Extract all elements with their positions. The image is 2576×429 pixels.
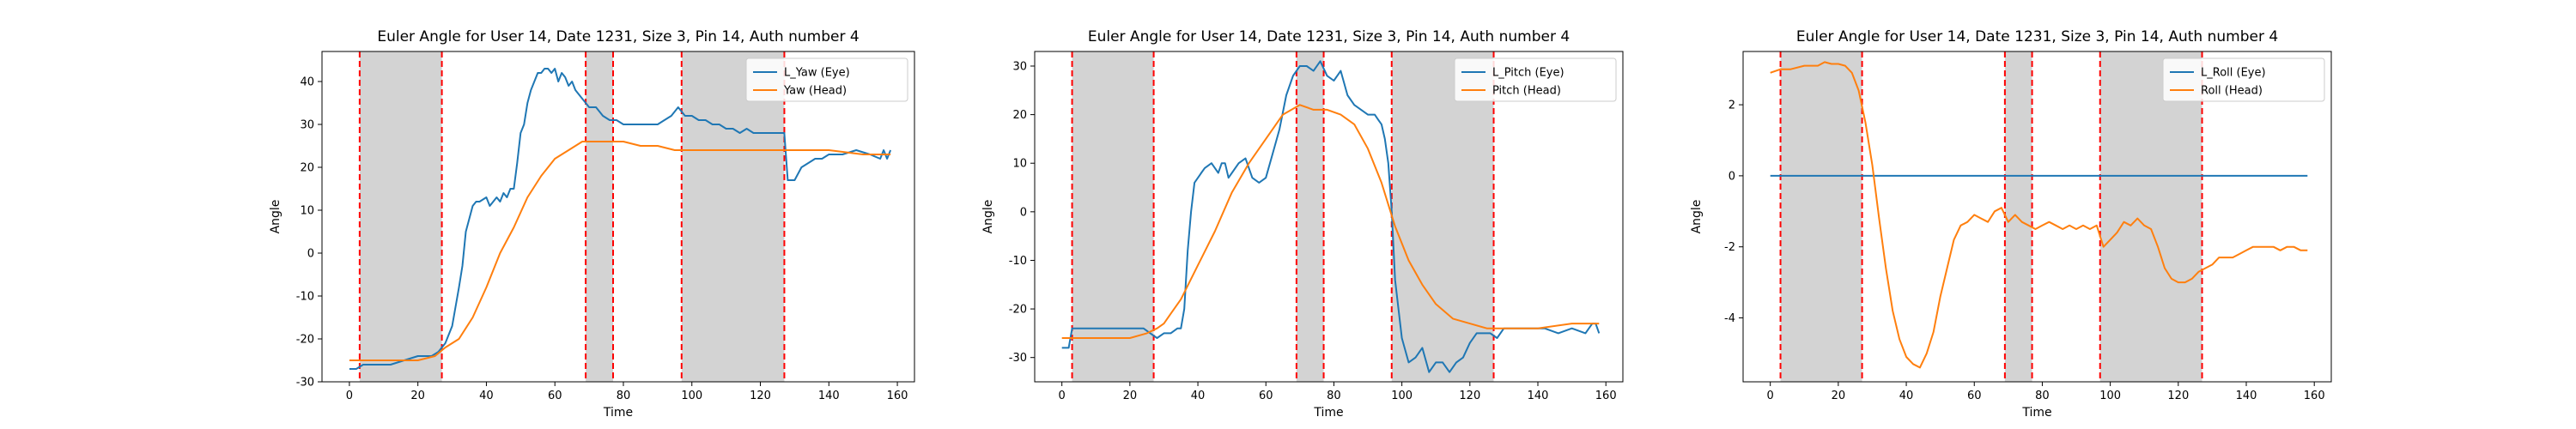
y-tick-label: 30 bbox=[1012, 60, 1027, 73]
y-tick-label: -30 bbox=[296, 377, 314, 390]
y-tick-label: -10 bbox=[296, 291, 314, 304]
series-line-2 bbox=[349, 141, 891, 361]
x-tick-label: 120 bbox=[2167, 390, 2189, 402]
legend-entry: L_Roll (Eye) bbox=[2201, 67, 2266, 80]
x-tick-label: 100 bbox=[2099, 390, 2121, 402]
legend-box bbox=[745, 57, 908, 102]
x-tick-label: 40 bbox=[1899, 390, 1914, 402]
y-tick-label: 20 bbox=[300, 162, 314, 175]
y-axis-label: Angle bbox=[1690, 200, 1704, 234]
x-tick-label: 160 bbox=[1595, 390, 1617, 402]
series-line-1 bbox=[1061, 60, 1601, 373]
x-tick-label: 20 bbox=[410, 390, 425, 402]
y-tick-label: -20 bbox=[1009, 304, 1027, 317]
legend-entry: Roll (Head) bbox=[2201, 85, 2263, 98]
x-tick-label: 100 bbox=[681, 390, 702, 402]
shaded-region bbox=[2004, 51, 2032, 382]
series-line-1 bbox=[349, 68, 892, 370]
x-tick-label: 160 bbox=[887, 390, 908, 402]
y-tick-label: -4 bbox=[1724, 312, 1735, 325]
y-tick-label: 20 bbox=[1012, 109, 1027, 122]
shaded-region bbox=[1072, 51, 1154, 382]
x-tick-label: 120 bbox=[750, 390, 771, 402]
x-axis-label: Time bbox=[603, 406, 633, 420]
x-tick-label: 60 bbox=[548, 390, 562, 402]
legend-entry: Yaw (Head) bbox=[783, 85, 847, 98]
shaded-region bbox=[586, 51, 614, 382]
series-line-2 bbox=[1770, 61, 2308, 369]
y-tick-label: 40 bbox=[300, 76, 314, 89]
x-tick-label: 160 bbox=[2304, 390, 2325, 402]
chart-title: Euler Angle for User 14, Date 1231, Size… bbox=[377, 28, 859, 45]
x-tick-label: 100 bbox=[1391, 390, 1413, 402]
y-tick-label: -20 bbox=[296, 334, 314, 347]
x-tick-label: 40 bbox=[1191, 390, 1206, 402]
y-tick-label: 0 bbox=[1728, 170, 1735, 183]
axes-frame bbox=[1034, 51, 1624, 383]
y-tick-label: 0 bbox=[1020, 206, 1027, 219]
x-tick-label: 140 bbox=[1528, 390, 1549, 402]
x-tick-label: 120 bbox=[1459, 390, 1480, 402]
y-tick-label: 10 bbox=[300, 205, 314, 218]
axes-frame bbox=[1742, 51, 2332, 383]
chart-title: Euler Angle for User 14, Date 1231, Size… bbox=[1796, 28, 2278, 45]
x-tick-label: 0 bbox=[1767, 390, 1774, 402]
legend-box bbox=[2162, 57, 2325, 102]
series-line-2 bbox=[1061, 104, 1600, 339]
shaded-region bbox=[359, 51, 442, 382]
shaded-region bbox=[1780, 51, 1862, 382]
x-tick-label: 140 bbox=[2236, 390, 2257, 402]
axes-frame bbox=[321, 51, 915, 383]
chart-panel-3: 0 20 40 60 80 100 120 140 160 -4 -2 0 2 Euler Angle f… bbox=[1690, 28, 2332, 420]
chart-title: Euler Angle for User 14, Date 1231, Size… bbox=[1088, 28, 1570, 45]
y-axis-label: Angle bbox=[269, 200, 283, 234]
chart-panel-1: 0 20 40 60 80 100 120 140 160 -30 -20 -10 0 10 20 30 40 E… bbox=[269, 28, 915, 420]
x-tick-label: 20 bbox=[1832, 390, 1846, 402]
y-tick-label: 0 bbox=[307, 248, 314, 261]
legend-entry: L_Yaw (Eye) bbox=[784, 67, 850, 80]
legend-entry: L_Pitch (Eye) bbox=[1492, 67, 1564, 80]
y-tick-label: -30 bbox=[1009, 352, 1027, 365]
x-tick-label: 80 bbox=[617, 390, 631, 402]
shaded-region bbox=[1296, 51, 1324, 382]
y-tick-label: 2 bbox=[1728, 100, 1735, 112]
x-tick-label: 0 bbox=[1059, 390, 1066, 402]
x-axis-label: Time bbox=[1313, 406, 1343, 420]
y-axis-label: Angle bbox=[981, 200, 995, 234]
shaded-region bbox=[681, 51, 785, 382]
legend-box bbox=[1454, 57, 1617, 102]
x-tick-label: 60 bbox=[1967, 390, 1982, 402]
x-tick-label: 60 bbox=[1259, 390, 1273, 402]
y-tick-label: 30 bbox=[300, 119, 314, 132]
x-tick-label: 140 bbox=[818, 390, 840, 402]
legend-entry: Pitch (Head) bbox=[1492, 85, 1561, 98]
shaded-region bbox=[1391, 51, 1494, 382]
x-axis-label: Time bbox=[2021, 406, 2051, 420]
x-tick-label: 40 bbox=[479, 390, 494, 402]
x-tick-label: 0 bbox=[346, 390, 353, 402]
shaded-region bbox=[2099, 51, 2202, 382]
y-tick-label: -2 bbox=[1724, 241, 1735, 254]
x-tick-label: 20 bbox=[1123, 390, 1138, 402]
x-tick-label: 80 bbox=[1327, 390, 1341, 402]
y-tick-label: -10 bbox=[1009, 255, 1027, 268]
chart-panel-2: 0 20 40 60 80 100 120 140 160 -30 -20 -10 0 10 20 30 Eul… bbox=[981, 28, 1624, 420]
x-tick-label: 80 bbox=[2035, 390, 2050, 402]
y-tick-label: 10 bbox=[1012, 158, 1027, 171]
